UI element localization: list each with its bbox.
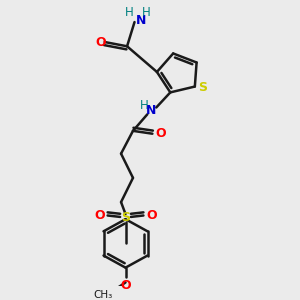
Text: H: H (140, 99, 149, 112)
Text: N: N (146, 104, 156, 117)
Text: O: O (96, 35, 106, 49)
Text: S: S (121, 211, 130, 224)
Text: O: O (146, 209, 157, 222)
Text: O: O (155, 127, 166, 140)
Text: O: O (94, 209, 105, 222)
Text: CH₃: CH₃ (94, 290, 113, 300)
Text: O: O (120, 279, 131, 292)
Text: N: N (135, 14, 146, 27)
Text: S: S (198, 81, 207, 94)
Text: H: H (125, 6, 134, 19)
Text: H: H (142, 6, 150, 19)
